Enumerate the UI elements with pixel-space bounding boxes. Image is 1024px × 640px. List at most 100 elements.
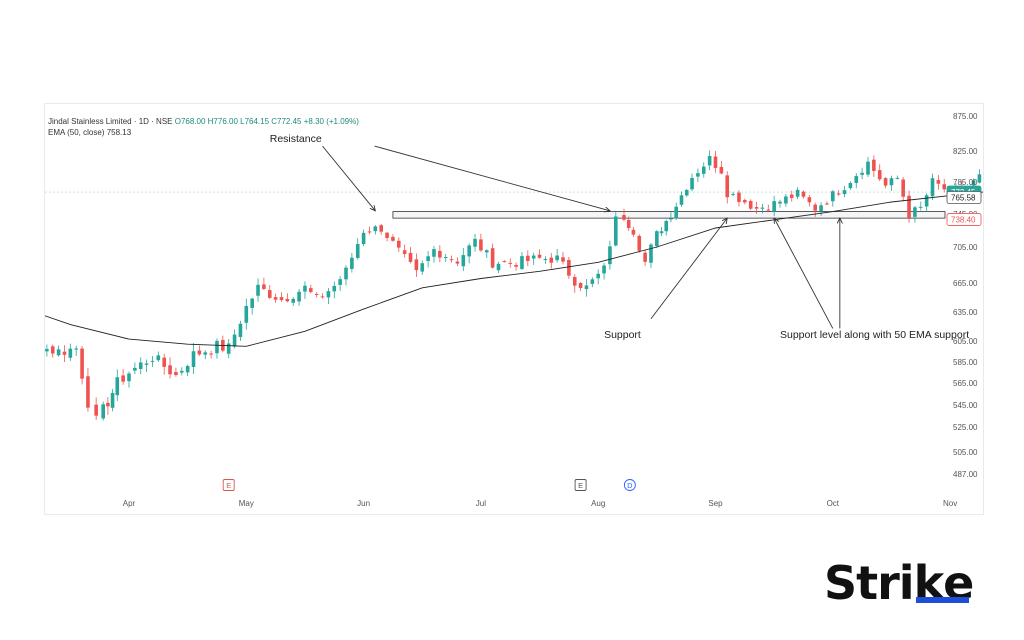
candle-body [273, 297, 278, 300]
candle-body [602, 265, 606, 274]
strike-logo: Strik e [824, 556, 974, 610]
candle-body [543, 259, 548, 261]
price-tick-label: 605.00 [953, 337, 978, 346]
candle-body [244, 305, 249, 323]
candle-body [414, 259, 419, 271]
candle-body [514, 264, 518, 267]
candle-body [877, 170, 882, 180]
candle-body [784, 196, 788, 204]
candle-body [561, 257, 565, 262]
month-tick-label: May [239, 499, 254, 508]
candle-body [669, 218, 673, 220]
candle-body [110, 392, 115, 408]
price-label-text: 738.40 [951, 215, 976, 224]
price-axis: 487.00 505.00 525.00 545.00 565.00 585.00 605.… [946, 112, 982, 479]
candle-body [748, 200, 753, 209]
candle-body [438, 250, 442, 258]
price-tick-label: 825.00 [953, 147, 978, 156]
candle-body [479, 239, 483, 251]
candle-body [674, 206, 679, 219]
candle-body [68, 348, 73, 358]
candle-body [766, 209, 771, 211]
candle-body [578, 283, 583, 288]
time-axis: Apr May Jun Jul Aug Sep Oct Nov [123, 499, 957, 508]
candle-body [115, 377, 120, 396]
candle-body [209, 353, 213, 355]
candle-body [350, 257, 354, 269]
candle-body [918, 206, 923, 208]
candle-body [138, 362, 143, 369]
candle-body [713, 156, 718, 168]
candle-body [760, 207, 765, 209]
candle-body [256, 284, 260, 296]
candle-body [449, 259, 454, 261]
candle-body [490, 248, 495, 268]
candle-body [94, 404, 98, 416]
candle-body [250, 298, 254, 308]
candle-body [819, 205, 823, 212]
candle-body [801, 191, 806, 197]
candle-body [361, 232, 366, 245]
price-label-box [946, 191, 982, 204]
candle-body [226, 343, 231, 354]
candle-body [631, 229, 636, 235]
candle-body [408, 252, 413, 262]
candle-body [50, 346, 55, 354]
resistance-arrow-right [374, 145, 610, 211]
candle-body [467, 245, 471, 257]
candle-body [549, 257, 554, 263]
candle-body [789, 194, 794, 198]
price-tick-label: 525.00 [953, 423, 978, 432]
candle-body [150, 360, 155, 362]
candle-body [537, 254, 542, 258]
candle-body [326, 291, 331, 298]
candle-body [971, 180, 976, 186]
candle-body [197, 350, 202, 355]
logo-accent-bar [915, 597, 970, 603]
month-tick-label: Jul [476, 499, 486, 508]
candle-body [133, 367, 137, 371]
candle-body [778, 201, 782, 204]
candle-body [596, 273, 600, 279]
candle-body [520, 256, 524, 269]
candle-body [531, 255, 536, 259]
legend-ema-value: 758.13 [106, 128, 132, 137]
price-tick-label: 545.00 [953, 401, 978, 410]
candle-body [942, 184, 947, 190]
candle-body [924, 195, 929, 207]
resistance-zone-box [392, 211, 946, 219]
price-tick-label: 565.00 [953, 379, 978, 388]
candle-body [443, 257, 448, 259]
candle-body [355, 244, 360, 258]
candle-body [555, 255, 559, 261]
candle-body [831, 191, 835, 202]
candle-body [584, 285, 589, 290]
candle-body [659, 231, 664, 234]
candle-body [930, 178, 935, 197]
resistance-zone [392, 211, 946, 219]
price-tick-label: 635.00 [953, 308, 978, 317]
candle-body [80, 348, 84, 379]
event-marker-letter: D [627, 481, 633, 490]
month-tick-label: Jun [357, 499, 370, 508]
candle-body [455, 261, 460, 264]
candle-body [420, 263, 425, 272]
candle-body [279, 297, 284, 301]
candle-body [432, 249, 436, 257]
candle-body [45, 348, 49, 352]
candle-body [385, 232, 389, 238]
candle-body [622, 215, 626, 220]
candle-body [162, 357, 166, 367]
resistance-label: Resistance [270, 133, 322, 145]
candle-body [86, 376, 90, 408]
chart-frame: Resistance Support Support level along wit… [44, 103, 984, 515]
price-tick-label: 785.00 [953, 178, 978, 187]
legend-ohlc: O768.00 H776.00 L764.15 C772.45 +8.30 (+… [174, 117, 359, 126]
earnings-marker [222, 479, 235, 491]
month-tick-label: Sep [708, 499, 723, 508]
candles [45, 150, 982, 421]
ema-support-arrow-1 [774, 218, 834, 329]
candle-body [267, 290, 272, 298]
candle-body [590, 279, 595, 284]
candle-body [696, 173, 700, 177]
